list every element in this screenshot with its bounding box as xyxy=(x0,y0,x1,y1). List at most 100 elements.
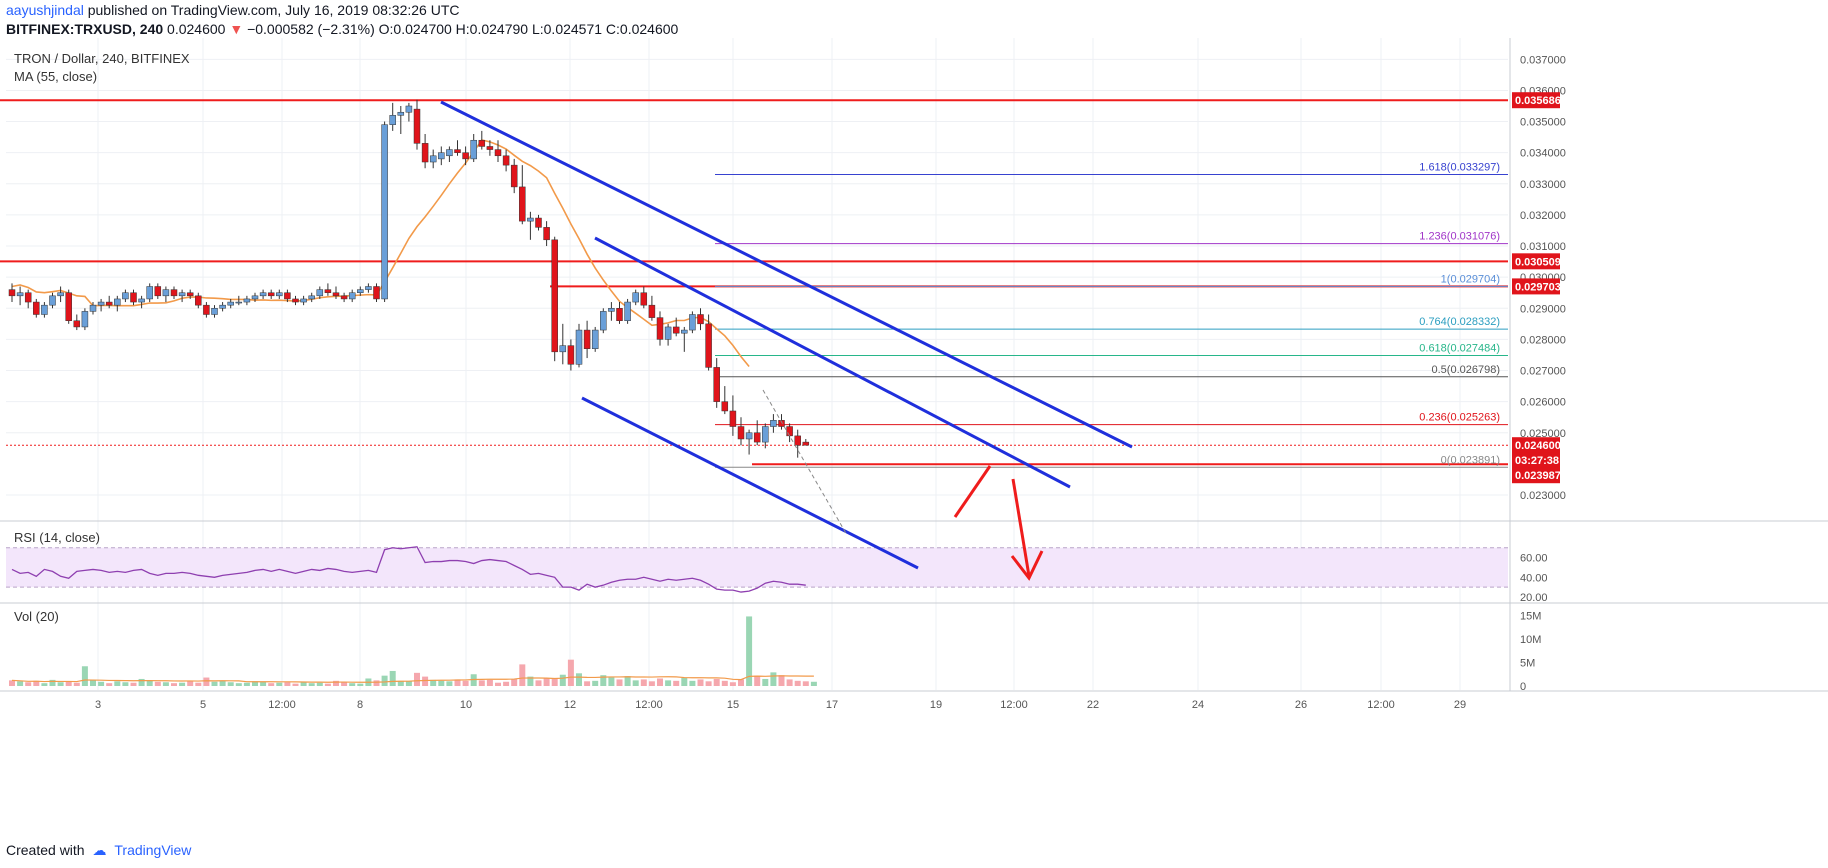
volume-pane xyxy=(9,616,817,686)
price-tag xyxy=(1512,92,1560,109)
volume-bar xyxy=(486,679,493,686)
candles xyxy=(8,99,810,458)
time-tick: 17 xyxy=(826,699,838,711)
candle xyxy=(186,292,194,297)
candle xyxy=(73,320,81,328)
price-tick: 0.027000 xyxy=(1520,366,1566,378)
volume-bar xyxy=(600,675,607,686)
candle xyxy=(583,329,591,349)
candle xyxy=(154,286,162,297)
candle xyxy=(138,298,145,303)
price-tag-text: 0.030509 xyxy=(1515,256,1561,268)
volume-bar xyxy=(721,680,728,686)
price-tick: 0.031000 xyxy=(1520,241,1566,253)
volume-bar xyxy=(9,680,15,686)
volume-bar xyxy=(90,680,96,686)
price-tag-text: 0.023987 xyxy=(1515,470,1561,482)
candle xyxy=(170,289,178,297)
projection-arrows xyxy=(953,465,1044,581)
volume-bar xyxy=(640,679,647,686)
volume-bar xyxy=(349,683,356,686)
indicator-bands xyxy=(6,547,1508,588)
candle xyxy=(462,152,469,160)
candle xyxy=(705,323,712,368)
candle xyxy=(632,292,639,303)
price-tag-text: 0.024600 xyxy=(1515,440,1561,452)
footer: Created with ☁ TradingView xyxy=(6,842,191,859)
candle xyxy=(729,410,737,427)
volume-bar xyxy=(430,679,437,686)
volume-tick: 0 xyxy=(1520,681,1526,693)
candle xyxy=(786,426,793,437)
volume-bar xyxy=(49,679,56,686)
fib-label: 0.5(0.026798) xyxy=(1432,364,1501,376)
volume-bar xyxy=(389,670,396,686)
volume-bar xyxy=(357,683,364,686)
volume-bar xyxy=(438,680,445,686)
candle xyxy=(348,292,356,300)
volume-tick: 10M xyxy=(1520,634,1541,646)
candle xyxy=(381,124,388,300)
volume-bar xyxy=(114,681,121,686)
candle xyxy=(438,152,445,160)
price-tag xyxy=(1512,253,1560,270)
author-link[interactable]: aayushjindal xyxy=(6,2,84,18)
volume-bar xyxy=(235,683,242,686)
time-tick: 12:00 xyxy=(268,699,296,711)
volume-bar xyxy=(462,680,469,686)
price-tick: 0.032000 xyxy=(1520,210,1566,222)
volume-bar xyxy=(567,659,574,686)
candle xyxy=(510,164,518,188)
fib-label: 1.236(0.031076) xyxy=(1419,231,1500,243)
volume-bar xyxy=(624,676,631,686)
volume-bar xyxy=(414,672,420,686)
time-tick: 12:00 xyxy=(1000,699,1028,711)
fib-label: 1.618(0.033297) xyxy=(1419,162,1500,174)
candle xyxy=(41,304,48,315)
candle xyxy=(81,311,89,328)
candle xyxy=(762,426,769,443)
volume-bar xyxy=(292,683,299,686)
volume-bar xyxy=(243,682,250,686)
volume-bar xyxy=(341,682,348,686)
volume-bar xyxy=(616,679,623,686)
candle xyxy=(794,435,801,446)
volume-bar xyxy=(535,680,542,686)
candle xyxy=(575,329,583,365)
volume-bar xyxy=(495,682,501,686)
volume-bar xyxy=(122,682,129,686)
volume-bar xyxy=(373,680,380,686)
tradingview-brand[interactable]: TradingView xyxy=(114,842,192,858)
volume-bar xyxy=(786,679,793,686)
volume-bar xyxy=(608,677,615,686)
price-tick: 0.035000 xyxy=(1520,117,1566,129)
price-tick: 0.037000 xyxy=(1520,54,1566,66)
candle xyxy=(502,155,510,166)
time-tick: 5 xyxy=(200,699,206,711)
candle xyxy=(243,298,251,303)
candle xyxy=(616,308,623,321)
volume-bar xyxy=(454,679,461,686)
price-tag xyxy=(1512,437,1560,454)
time-tick: 26 xyxy=(1295,699,1307,711)
price-tag xyxy=(1512,467,1560,484)
candle xyxy=(681,329,688,334)
price-tag-text: 0.035686 xyxy=(1515,95,1561,107)
candle xyxy=(195,295,202,306)
volume-bar xyxy=(527,676,534,686)
candle xyxy=(802,441,810,446)
price-tick: 0.028000 xyxy=(1520,334,1566,346)
volume-bar xyxy=(405,681,412,686)
price-tick: 0.023000 xyxy=(1520,490,1566,502)
volume-bar xyxy=(470,674,477,686)
volume-bar xyxy=(171,683,177,686)
volume-bar xyxy=(276,682,283,686)
candle xyxy=(235,301,243,304)
candle xyxy=(494,149,502,157)
candle xyxy=(146,286,153,300)
volume-bar xyxy=(673,680,680,686)
volume-bar xyxy=(138,678,145,686)
horizontal-levels xyxy=(0,99,1508,466)
tradingview-logo-icon[interactable]: ☁ xyxy=(92,842,107,858)
